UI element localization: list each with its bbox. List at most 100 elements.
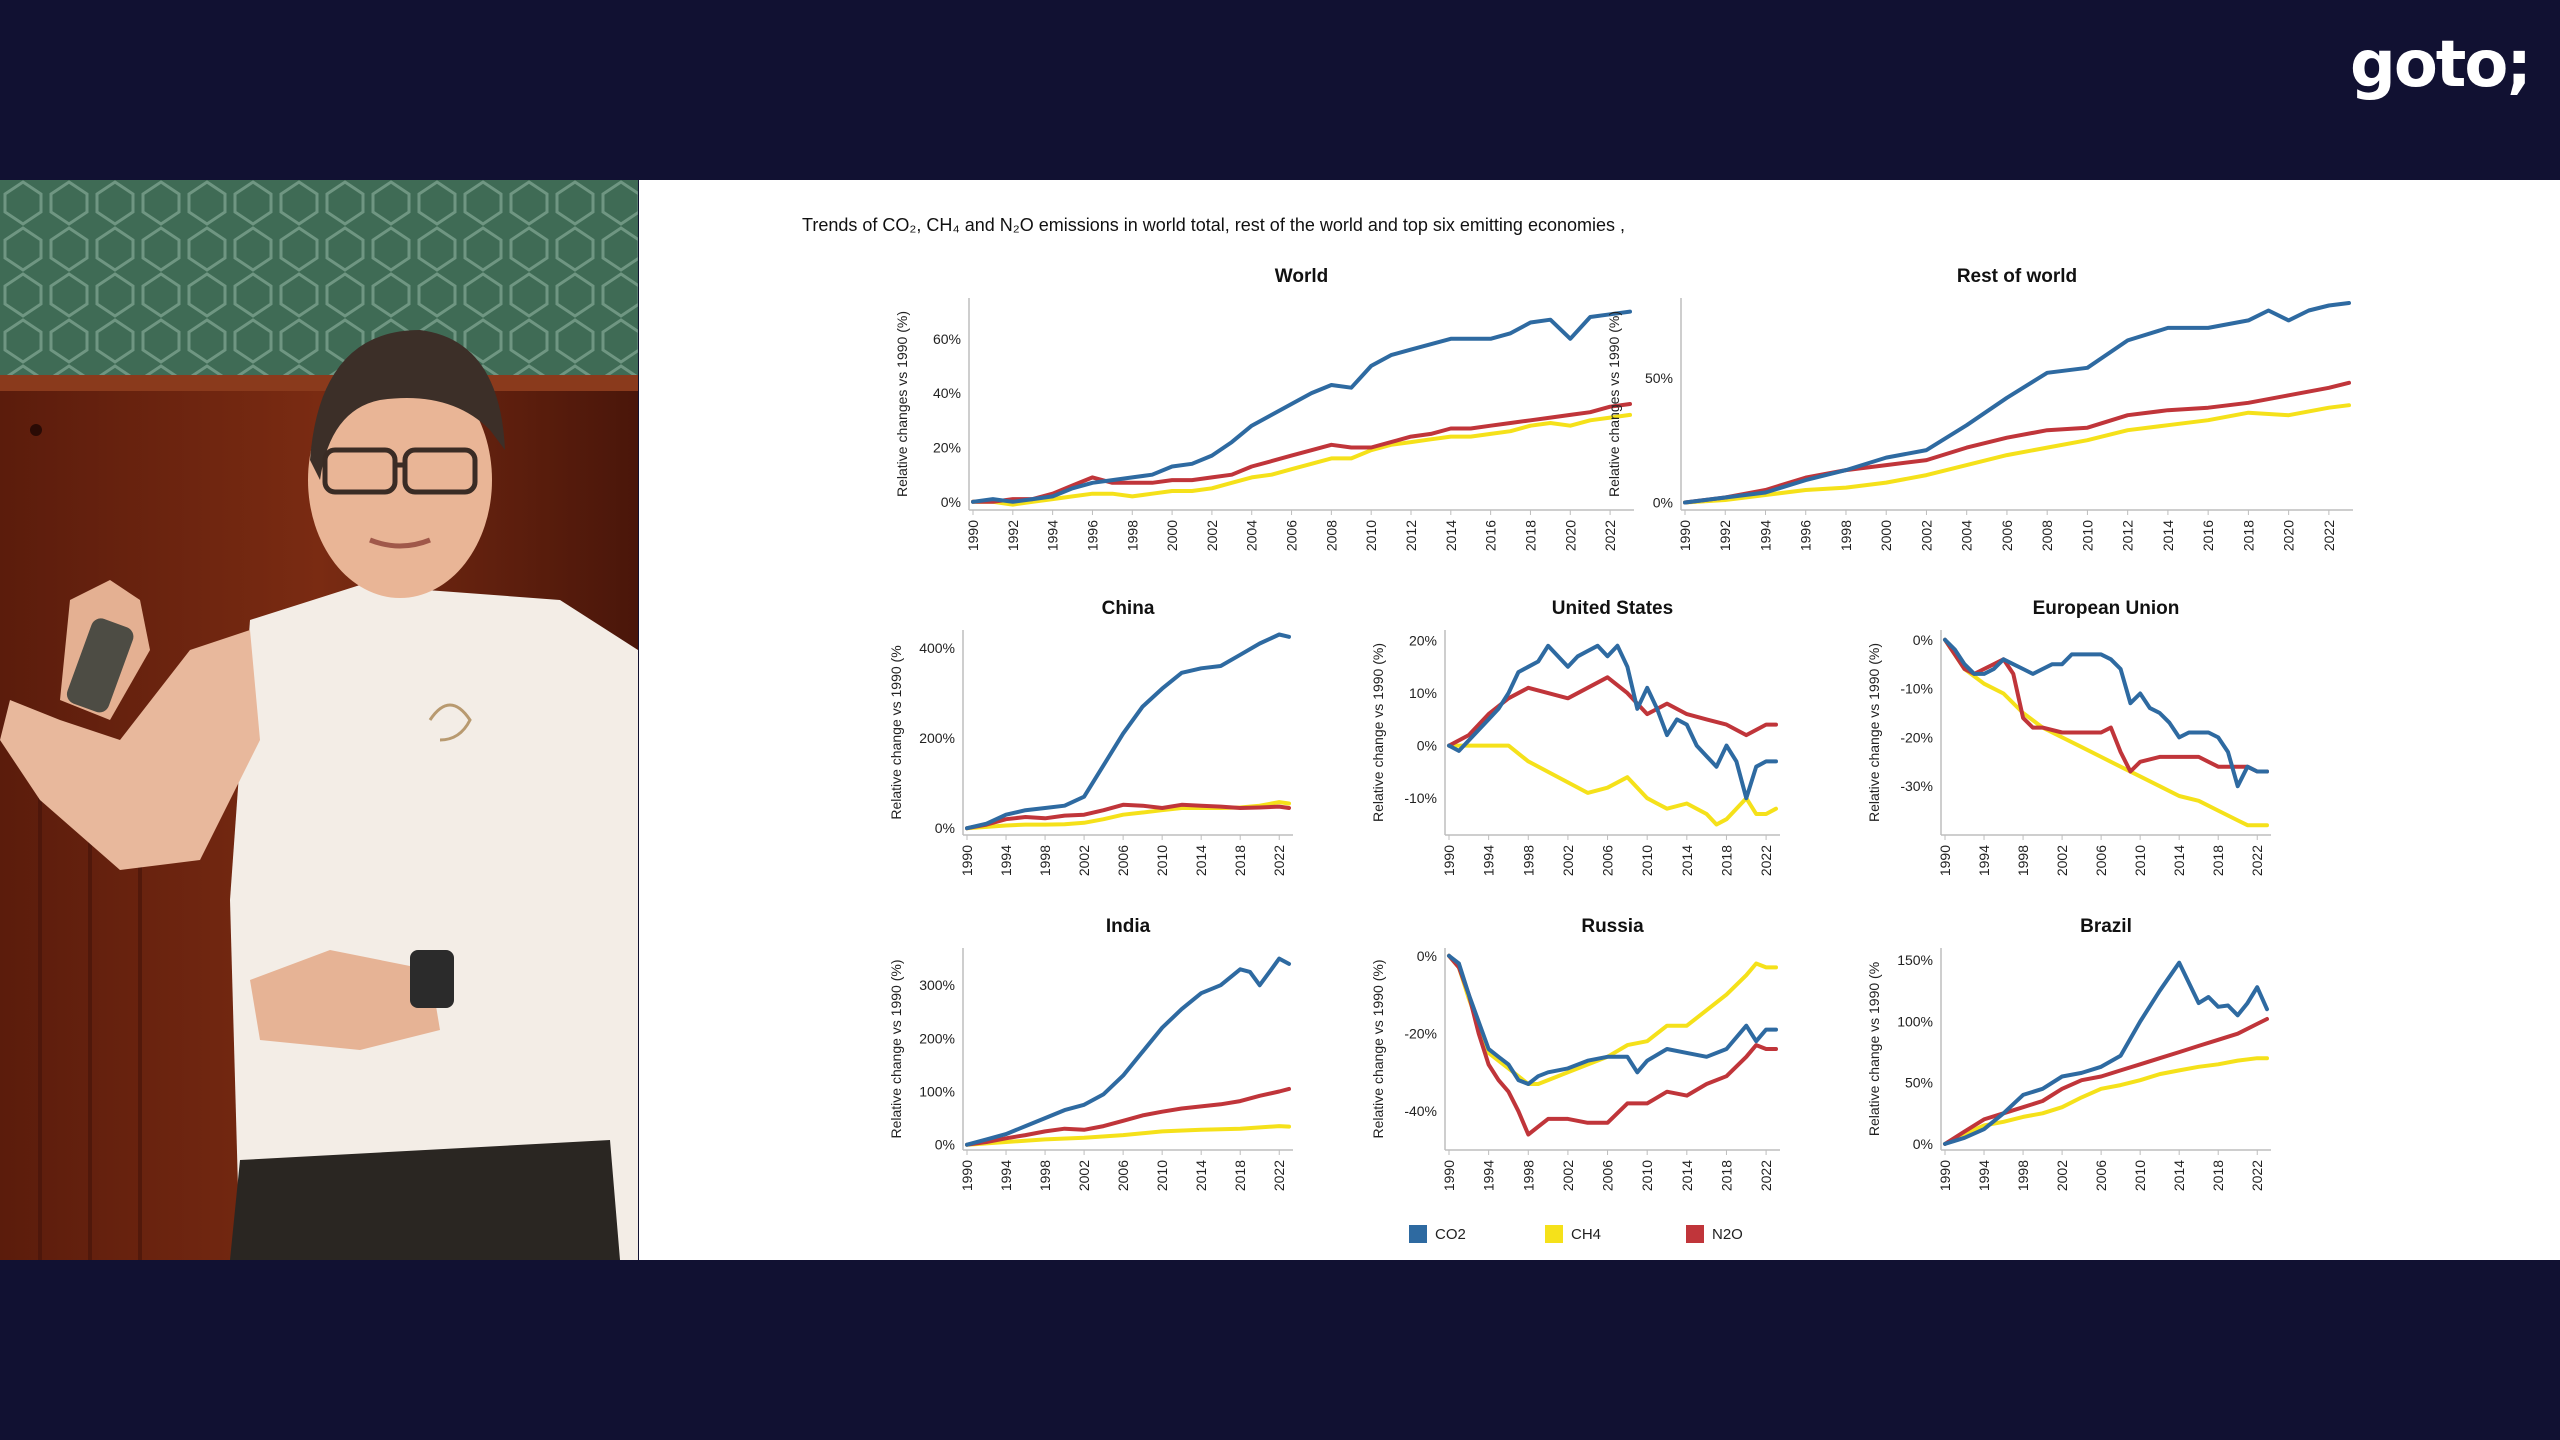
y-axis-label: Relative changes vs 1990 (%) <box>894 311 910 497</box>
chart-european-union: European Union Relative change vs 1990 (%… <box>1866 598 2271 876</box>
y-axis-label: Relative change vs 1990 (%) <box>1370 960 1386 1139</box>
x-tick-label: 2018 <box>2210 845 2226 876</box>
x-tick-label: 2022 <box>1758 845 1774 876</box>
x-tick-label: 2022 <box>1602 520 1618 551</box>
y-axis-label: Relative changes vs 1990 (%) <box>1606 311 1622 497</box>
series-line-ch4 <box>971 412 1632 507</box>
series-line-co2 <box>1447 643 1778 801</box>
series-line-ch4 <box>1447 743 1778 827</box>
x-tick-label: 1990 <box>1937 845 1953 876</box>
chart-title: Rest of world <box>1957 266 2077 287</box>
watch-icon <box>410 950 454 1008</box>
y-tick-label: 150% <box>1897 952 1933 968</box>
x-tick-label: 2014 <box>2171 845 2187 876</box>
y-tick-label: 0% <box>1913 1136 1933 1152</box>
y-tick-label: 20% <box>1409 633 1437 649</box>
y-tick-label: 10% <box>1409 685 1437 701</box>
y-tick-label: 0% <box>1417 948 1437 964</box>
x-tick-label: 2006 <box>1115 1160 1131 1191</box>
y-tick-label: 100% <box>919 1084 955 1100</box>
x-tick-label: 2002 <box>1076 845 1092 876</box>
chart-title: Brazil <box>2080 916 2132 937</box>
x-tick-label: 2010 <box>1154 845 1170 876</box>
chart-title: China <box>1102 598 1155 619</box>
series-line-ch4 <box>965 1124 1291 1147</box>
x-tick-label: 2016 <box>2200 520 2216 551</box>
x-tick-label: 2002 <box>1076 1160 1092 1191</box>
x-tick-label: 2010 <box>2132 845 2148 876</box>
x-tick-label: 1996 <box>1798 520 1814 551</box>
y-tick-label: 20% <box>933 439 961 455</box>
legend-swatch <box>1686 1225 1704 1243</box>
x-tick-label: 2014 <box>1679 845 1695 876</box>
y-tick-label: 50% <box>1905 1075 1933 1091</box>
x-tick-label: 2020 <box>2281 520 2297 551</box>
x-tick-label: 2020 <box>1562 520 1578 551</box>
chart-united-states: United States Relative change vs 1990 (%)… <box>1370 598 1780 876</box>
chart-title: World <box>1275 266 1328 287</box>
y-tick-label: -20% <box>1404 1025 1437 1041</box>
x-tick-label: 1990 <box>965 520 981 551</box>
chart-india: India Relative change vs 1990 (%) 0% 100% 20… <box>888 916 1293 1191</box>
series-line-ch4 <box>1943 1056 2269 1146</box>
x-tick-label: 2002 <box>2054 845 2070 876</box>
goto-logo: goto; <box>2350 28 2532 102</box>
chart-title: Russia <box>1581 916 1644 937</box>
y-tick-label: 60% <box>933 331 961 347</box>
x-tick-label: 2018 <box>1718 1160 1734 1191</box>
x-tick-label: 2002 <box>2054 1160 2070 1191</box>
chart-world: World Relative changes vs 1990 (%) 0% 20% 40… <box>894 266 1634 551</box>
x-tick-label: 1990 <box>1441 845 1457 876</box>
x-tick-label: 1990 <box>1441 1160 1457 1191</box>
x-tick-label: 2010 <box>1154 1160 1170 1191</box>
x-tick-label: 1994 <box>1481 1160 1497 1191</box>
y-tick-label: 100% <box>1897 1013 1933 1029</box>
slide-title: Trends of CO₂, CH₄ and N₂O emissions in … <box>802 215 1625 235</box>
legend: CO2 CH4 N2O <box>1409 1225 1743 1243</box>
legend-item-n2o: N2O <box>1686 1225 1743 1243</box>
x-tick-label: 2010 <box>2079 520 2095 551</box>
series-line-n2o <box>1943 637 2269 774</box>
x-tick-label: 2014 <box>1193 1160 1209 1191</box>
x-tick-label: 1994 <box>1481 845 1497 876</box>
x-tick-label: 1992 <box>1005 520 1021 551</box>
presentation-slide: Trends of CO₂, CH₄ and N₂O emissions in … <box>639 180 2560 1260</box>
legend-label: N2O <box>1712 1226 1743 1243</box>
series-line-ch4 <box>1943 637 2269 828</box>
x-tick-label: 1992 <box>1717 520 1733 551</box>
series-line-n2o <box>1683 380 2351 505</box>
chart-rest-of-world: Rest of world Relative changes vs 1990 (%… <box>1606 266 2353 551</box>
x-tick-label: 1998 <box>1838 520 1854 551</box>
series-line-n2o <box>965 1086 1291 1147</box>
x-tick-label: 1994 <box>1976 845 1992 876</box>
x-tick-label: 2006 <box>1600 1160 1616 1191</box>
y-tick-label: 400% <box>919 640 955 656</box>
x-tick-label: 2006 <box>1999 520 2015 551</box>
x-tick-label: 1998 <box>1037 1160 1053 1191</box>
x-tick-label: 2022 <box>1271 1160 1287 1191</box>
series-line-n2o <box>965 802 1291 831</box>
legend-item-ch4: CH4 <box>1545 1225 1601 1243</box>
x-tick-label: 1998 <box>2015 1160 2031 1191</box>
series-line-ch4 <box>1683 403 2351 505</box>
series-line-co2 <box>1943 960 2269 1146</box>
series-line-co2 <box>965 632 1291 831</box>
y-tick-label: 200% <box>919 730 955 746</box>
x-tick-label: 1996 <box>1084 520 1100 551</box>
x-tick-label: 2002 <box>1560 1160 1576 1191</box>
x-tick-label: 1998 <box>1037 845 1053 876</box>
series-line-co2 <box>971 309 1632 504</box>
y-axis-label: Relative change vs 1990 (% <box>1866 962 1882 1136</box>
x-tick-label: 2018 <box>2240 520 2256 551</box>
x-tick-label: 2022 <box>1758 1160 1774 1191</box>
x-tick-label: 1998 <box>1520 845 1536 876</box>
series-line-n2o <box>971 402 1632 504</box>
x-tick-label: 1994 <box>1976 1160 1992 1191</box>
x-tick-label: 2018 <box>1718 845 1734 876</box>
y-tick-label: -20% <box>1900 729 1933 745</box>
y-tick-label: 50% <box>1645 370 1673 386</box>
y-tick-label: 40% <box>933 385 961 401</box>
x-tick-label: 2022 <box>2249 1160 2265 1191</box>
x-tick-label: 2006 <box>1284 520 1300 551</box>
x-tick-label: 2014 <box>1443 520 1459 551</box>
